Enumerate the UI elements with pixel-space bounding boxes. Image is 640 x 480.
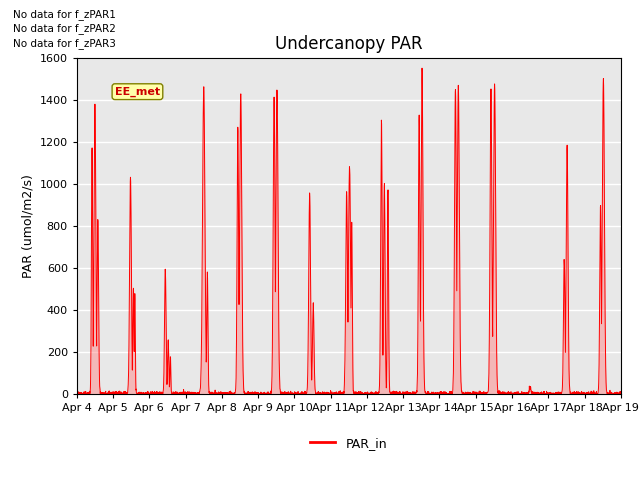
Y-axis label: PAR (umol/m2/s): PAR (umol/m2/s) xyxy=(21,174,34,277)
Text: No data for f_zPAR1: No data for f_zPAR1 xyxy=(13,9,116,20)
Text: No data for f_zPAR3: No data for f_zPAR3 xyxy=(13,37,116,48)
Text: No data for f_zPAR2: No data for f_zPAR2 xyxy=(13,23,116,34)
Title: Undercanopy PAR: Undercanopy PAR xyxy=(275,35,422,53)
Text: EE_met: EE_met xyxy=(115,86,160,97)
Legend: PAR_in: PAR_in xyxy=(305,432,392,455)
